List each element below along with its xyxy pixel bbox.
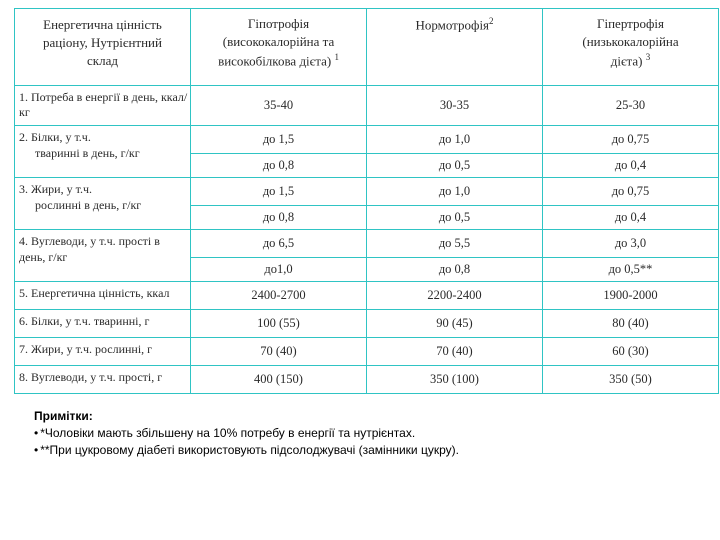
row-label: 3. Жири, у т.ч. рослинні в день, г/кг [15,178,191,230]
h2-l1: Гіпотрофія [248,16,309,31]
r2-main: 2. Білки, у т.ч. [19,130,91,144]
h1-l1: Енергетична цінність [43,17,162,32]
cell: 350 (50) [543,366,719,394]
r3-sub: рослинні в день, г/кг [19,198,188,214]
nutrition-table: Енергетична цінність раціону, Нутрієнтни… [14,8,719,394]
row-label: 8. Вуглеводи, у т.ч. прості, г [15,366,191,394]
cell: 30-35 [367,85,543,125]
h1-l2: раціону, Нутрієнтний [43,35,162,50]
notes-title: Примітки: [34,408,706,425]
header-row: Енергетична цінність раціону, Нутрієнтни… [15,9,719,86]
cell: до 0,4 [543,154,719,178]
header-col3: Нормотрофія2 [367,9,543,86]
note-2: **При цукровому діабеті використовують п… [34,442,706,459]
h2-l2: (висококалорійна та [223,34,335,49]
cell: до 0,5 [367,154,543,178]
note-1: *Чоловіки мають збільшену на 10% потребу… [34,425,706,442]
h4-l1: Гіпертрофія [597,16,664,31]
cell: до 0,5** [543,258,719,282]
cell: до1,0 [191,258,367,282]
row-label: 6. Білки, у т.ч. тваринні, г [15,310,191,338]
cell: 80 (40) [543,310,719,338]
cell: до 1,0 [367,178,543,206]
row-label: 7. Жири, у т.ч. рослинні, г [15,338,191,366]
cell: 1900-2000 [543,282,719,310]
table-row: 6. Білки, у т.ч. тваринні, г 100 (55) 90… [15,310,719,338]
row-label: 5. Енергетична цінність, ккал [15,282,191,310]
table-row: 8. Вуглеводи, у т.ч. прості, г 400 (150)… [15,366,719,394]
r2-sub: тваринні в день, г/кг [19,146,188,162]
cell: 2400-2700 [191,282,367,310]
cell: 350 (100) [367,366,543,394]
row-label: 2. Білки, у т.ч. тваринні в день, г/кг [15,126,191,178]
cell: 35-40 [191,85,367,125]
cell: до 3,0 [543,230,719,258]
table-row: 5. Енергетична цінність, ккал 2400-2700 … [15,282,719,310]
cell: до 0,4 [543,206,719,230]
r3-main: 3. Жири, у т.ч. [19,182,92,196]
cell: до 6,5 [191,230,367,258]
h3: Нормотрофія [415,17,489,32]
h2-sup: 1 [334,52,339,62]
h2-l3: високобілкова дієта) [218,54,334,69]
cell: 60 (30) [543,338,719,366]
row-label: 1. Потреба в енергії в день, ккал/кг [15,85,191,125]
cell: 100 (55) [191,310,367,338]
h4-l3: дієта) [611,54,646,69]
cell: до 0,5 [367,206,543,230]
cell: 70 (40) [191,338,367,366]
cell: до 5,5 [367,230,543,258]
row-label: 4. Вуглеводи, у т.ч. прості в день, г/кг [15,230,191,282]
header-col4: Гіпертрофія (низькокалорійна дієта) 3 [543,9,719,86]
cell: 25-30 [543,85,719,125]
cell: до 0,8 [191,154,367,178]
cell: 70 (40) [367,338,543,366]
h1-l3: склад [87,53,118,68]
cell: до 1,5 [191,126,367,154]
header-col1: Енергетична цінність раціону, Нутрієнтни… [15,9,191,86]
table-row: 1. Потреба в енергії в день, ккал/кг 35-… [15,85,719,125]
h3-sup: 2 [489,16,494,26]
h4-sup: 3 [646,52,651,62]
cell: 2200-2400 [367,282,543,310]
h4-l2: (низькокалорійна [582,34,678,49]
cell: до 0,8 [191,206,367,230]
cell: до 0,75 [543,178,719,206]
cell: 90 (45) [367,310,543,338]
notes-block: Примітки: *Чоловіки мають збільшену на 1… [14,408,706,458]
table-row: 3. Жири, у т.ч. рослинні в день, г/кг до… [15,178,719,206]
cell: 400 (150) [191,366,367,394]
header-col2: Гіпотрофія (висококалорійна та високобіл… [191,9,367,86]
table-row: 2. Білки, у т.ч. тваринні в день, г/кг д… [15,126,719,154]
table-row: 4. Вуглеводи, у т.ч. прості в день, г/кг… [15,230,719,258]
cell: до 1,0 [367,126,543,154]
table-row: 7. Жири, у т.ч. рослинні, г 70 (40) 70 (… [15,338,719,366]
cell: до 0,75 [543,126,719,154]
cell: до 0,8 [367,258,543,282]
cell: до 1,5 [191,178,367,206]
